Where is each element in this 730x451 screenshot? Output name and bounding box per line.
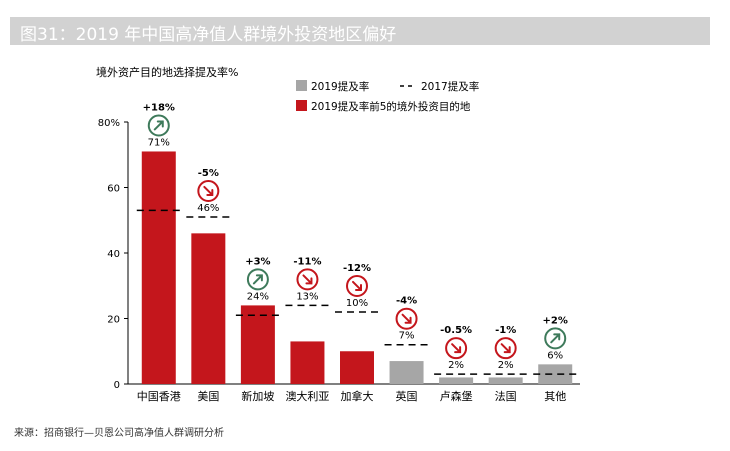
bar-value-label: 6% bbox=[547, 350, 563, 361]
y-axis-label: 境外资产目的地选择提及率% bbox=[96, 65, 238, 79]
change-label: -0.5% bbox=[440, 325, 472, 336]
bar-value-label: 24% bbox=[247, 291, 269, 302]
bar-value-label: 71% bbox=[148, 137, 170, 148]
bar bbox=[290, 341, 325, 384]
y-tick-label: 40 bbox=[107, 249, 120, 260]
bar bbox=[488, 377, 523, 384]
change-label: +2% bbox=[543, 315, 568, 326]
arrow-down-glyph bbox=[302, 274, 313, 285]
legend-label: 2017提及率 bbox=[421, 80, 479, 93]
bar-value-label: 13% bbox=[296, 291, 318, 302]
category-label: 卢森堡 bbox=[440, 389, 473, 403]
bar-value-label: 2% bbox=[498, 360, 514, 371]
change-label: -11% bbox=[293, 256, 321, 267]
change-label: -4% bbox=[396, 296, 417, 307]
title-bar: 图31：2019 年中国高净值人群境外投资地区偏好 bbox=[10, 17, 710, 45]
legend-swatch-top5 bbox=[296, 100, 307, 111]
change-label: +3% bbox=[245, 256, 270, 267]
bar-value-label: 7% bbox=[399, 331, 415, 342]
y-tick-label: 20 bbox=[107, 315, 120, 326]
source-note: 来源：招商银行—贝恩公司高净值人群调研分析 bbox=[14, 428, 224, 439]
bar bbox=[340, 351, 374, 384]
bar-value-label: 46% bbox=[197, 203, 219, 214]
arrow-up-glyph bbox=[252, 274, 263, 285]
category-label: 中国香港 bbox=[137, 390, 181, 403]
category-label: 澳大利亚 bbox=[285, 389, 329, 403]
arrow-down-glyph bbox=[203, 185, 214, 196]
category-label: 其他 bbox=[544, 390, 566, 403]
arrow-down-glyph bbox=[352, 280, 362, 291]
category-label: 加拿大 bbox=[341, 389, 374, 403]
category-label: 英国 bbox=[396, 389, 418, 403]
bar-value-label: 10% bbox=[346, 298, 368, 309]
bar-value-label: 2% bbox=[448, 360, 464, 371]
arrow-down-glyph bbox=[451, 343, 462, 354]
legend-label: 2019提及率前5的境外投资目的地 bbox=[311, 100, 471, 113]
change-label: +18% bbox=[143, 102, 175, 113]
arrow-up-glyph bbox=[153, 120, 164, 131]
arrow-down-glyph bbox=[500, 343, 511, 354]
arrow-down-glyph bbox=[401, 313, 412, 324]
change-label: -12% bbox=[343, 263, 371, 274]
arrow-up-glyph bbox=[550, 333, 561, 344]
category-label: 美国 bbox=[197, 390, 219, 403]
bar bbox=[240, 305, 275, 384]
y-tick-label: 80% bbox=[98, 118, 120, 129]
bar bbox=[538, 364, 573, 384]
bar bbox=[141, 151, 176, 384]
legend-label: 2019提及率 bbox=[311, 80, 369, 93]
change-label: -5% bbox=[198, 168, 219, 179]
bar bbox=[191, 233, 226, 384]
bar bbox=[389, 361, 424, 384]
category-label: 新加坡 bbox=[241, 389, 274, 403]
y-tick-label: 60 bbox=[107, 184, 120, 195]
category-label: 法国 bbox=[495, 389, 517, 403]
y-tick-label: 0 bbox=[114, 380, 120, 391]
bar bbox=[439, 377, 474, 384]
chart-title: 图31：2019 年中国高净值人群境外投资地区偏好 bbox=[20, 25, 397, 45]
change-label: -1% bbox=[495, 325, 516, 336]
legend-swatch-2019 bbox=[296, 80, 307, 91]
